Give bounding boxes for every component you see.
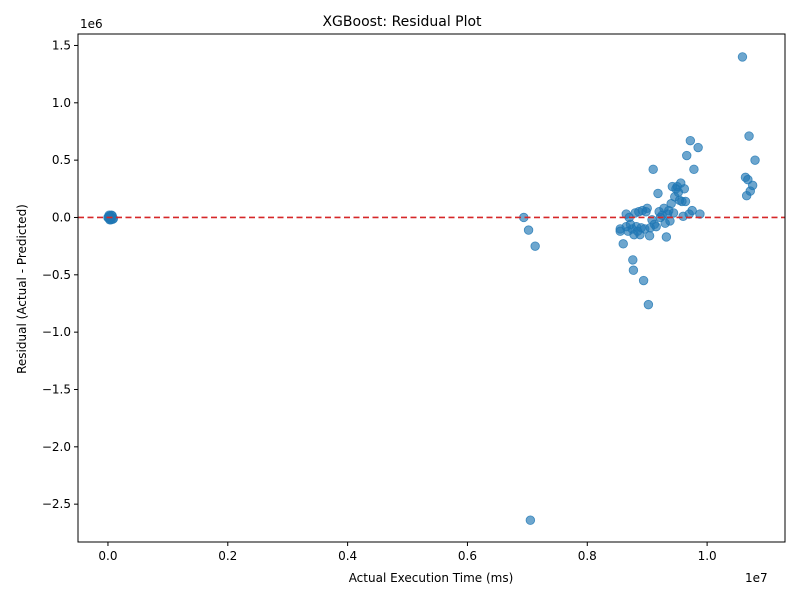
x-offset-label: 1e7	[745, 571, 768, 585]
data-point-79	[737, 52, 748, 62]
y-tick-label-2: −1.5	[42, 382, 71, 396]
data-point-21	[618, 239, 628, 249]
data-point-17	[530, 241, 540, 251]
y-axis-label: Residual (Actual - Predicted)	[15, 204, 29, 374]
data-point-86	[750, 155, 760, 165]
data-point-58	[665, 216, 675, 226]
data-point-85	[747, 180, 758, 191]
data-point-70	[679, 184, 690, 194]
x-tick-label-3: 0.6	[458, 549, 477, 563]
x-tick-label-2: 0.4	[338, 549, 357, 563]
data-point-43	[644, 231, 655, 241]
data-point-83	[744, 131, 754, 141]
data-point-72	[682, 150, 692, 161]
plot-frame	[77, 33, 786, 543]
y-tick-label-4: −0.5	[42, 268, 71, 282]
data-point-78	[695, 209, 705, 219]
y-tick-label-5: 0.0	[52, 210, 71, 224]
data-point-76	[689, 164, 699, 175]
data-point-71	[680, 196, 691, 207]
data-point-46	[648, 164, 658, 175]
y-tick-label-1: −2.0	[42, 440, 71, 454]
data-point-16	[523, 225, 534, 235]
x-tick-label-0: 0.0	[98, 549, 117, 563]
x-axis-ticks: 0.0 0.2 0.4 0.6 0.8 1.0	[98, 542, 717, 563]
x-tick-label-1: 0.2	[218, 549, 237, 563]
y-tick-label-8: 1.5	[52, 38, 71, 52]
data-point-74	[685, 135, 696, 146]
data-point-41	[642, 203, 652, 214]
data-point-42	[643, 299, 654, 310]
data-point-30	[628, 265, 639, 275]
data-point-38	[638, 275, 649, 286]
y-offset-label: 1e6	[80, 17, 103, 31]
data-point-29	[628, 255, 638, 265]
y-tick-label-7: 1.0	[52, 96, 71, 110]
x-tick-label-5: 1.0	[698, 549, 717, 563]
data-point-55	[661, 232, 672, 242]
x-axis-label: Actual Execution Time (ms)	[349, 571, 514, 585]
data-point-48	[651, 221, 661, 232]
data-point-77	[693, 142, 703, 153]
y-tick-label-0: −2.5	[42, 497, 71, 511]
points-layer	[103, 52, 760, 525]
data-point-75	[687, 205, 697, 216]
y-tick-label-3: −1.0	[42, 325, 71, 339]
data-point-18	[525, 515, 536, 525]
data-point-49	[653, 188, 663, 199]
y-axis-ticks: −2.5 −2.0 −1.5 −1.0 −0.5 0.0 0.5 1.0 1.5	[42, 38, 78, 511]
data-point-61	[668, 208, 679, 218]
x-tick-label-4: 0.8	[578, 549, 597, 563]
y-tick-label-6: 0.5	[52, 153, 71, 167]
chart-title: XGBoost: Residual Plot	[322, 14, 482, 30]
